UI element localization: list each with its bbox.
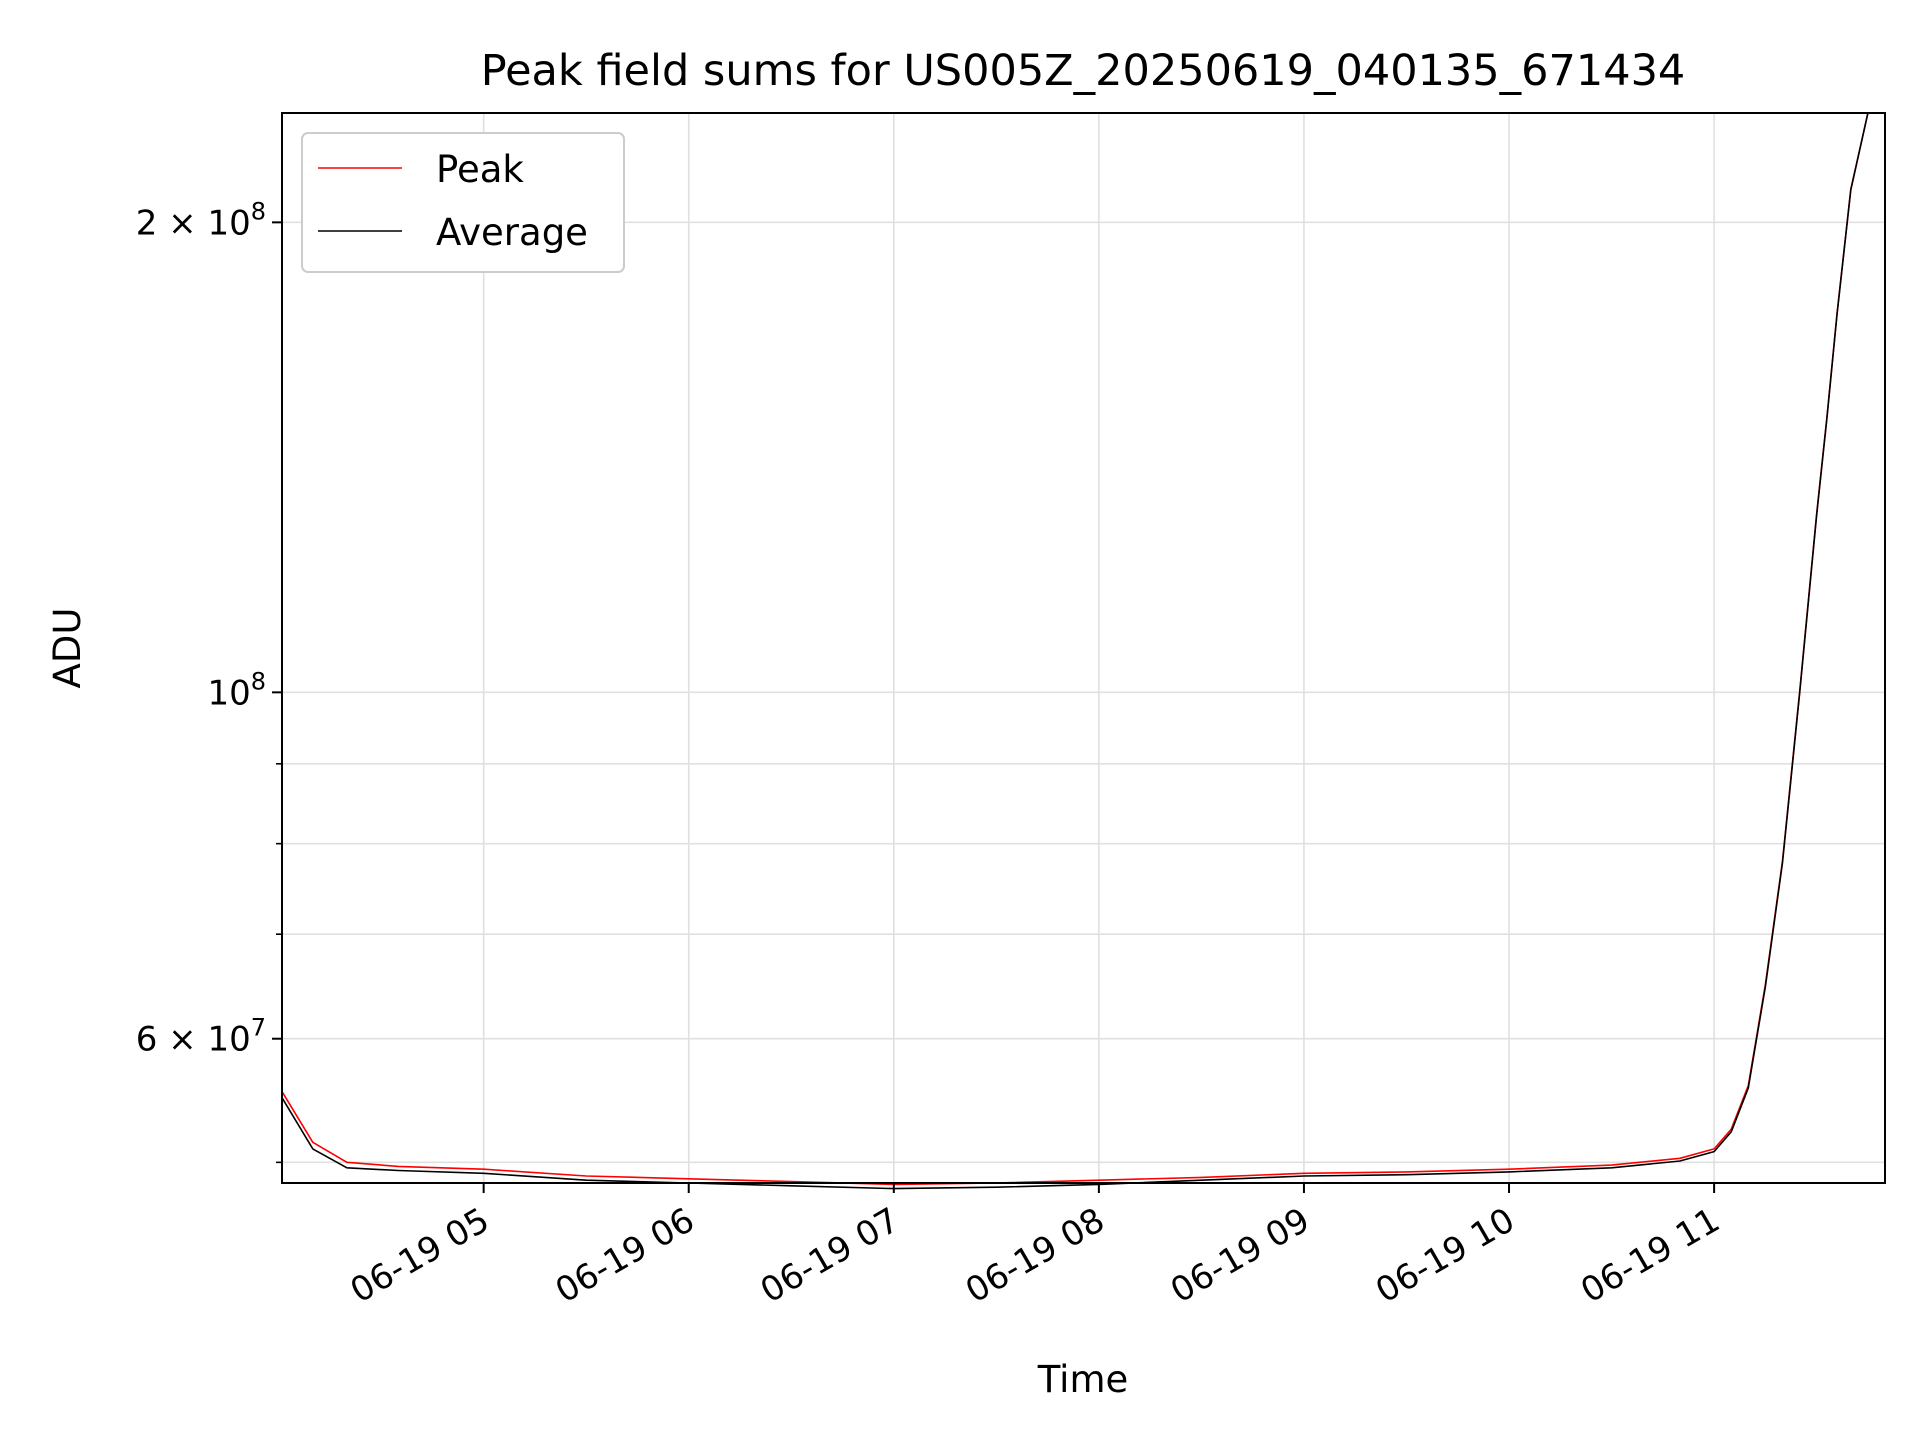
y-tick-label-exponent: 8 [251,667,266,695]
y-tick-label-exponent: 8 [251,197,266,225]
y-axis-label: ADU [46,608,89,689]
legend-label-peak: Peak [436,148,524,191]
x-axis-label: Time [1037,1358,1129,1401]
y-tick-label-base: 10 [207,673,250,713]
legend-label-average: Average [436,211,588,254]
y-tick-label-base: 2 × 10 [136,203,251,243]
chart-title: Peak field sums for US005Z_20250619_0401… [481,46,1686,96]
y-tick-label: 6 × 107 [136,1014,266,1060]
y-tick-label-base: 6 × 10 [136,1020,251,1060]
legend: Peak Average [301,132,625,273]
y-tick-label: 2 × 108 [136,197,266,243]
series-line-average [281,112,1869,1190]
plot-frame [281,112,1886,1184]
y-tick-label-exponent: 7 [251,1014,266,1042]
series-layer [281,112,1869,1190]
grid [282,113,1885,1183]
y-tick-label: 108 [207,667,266,713]
